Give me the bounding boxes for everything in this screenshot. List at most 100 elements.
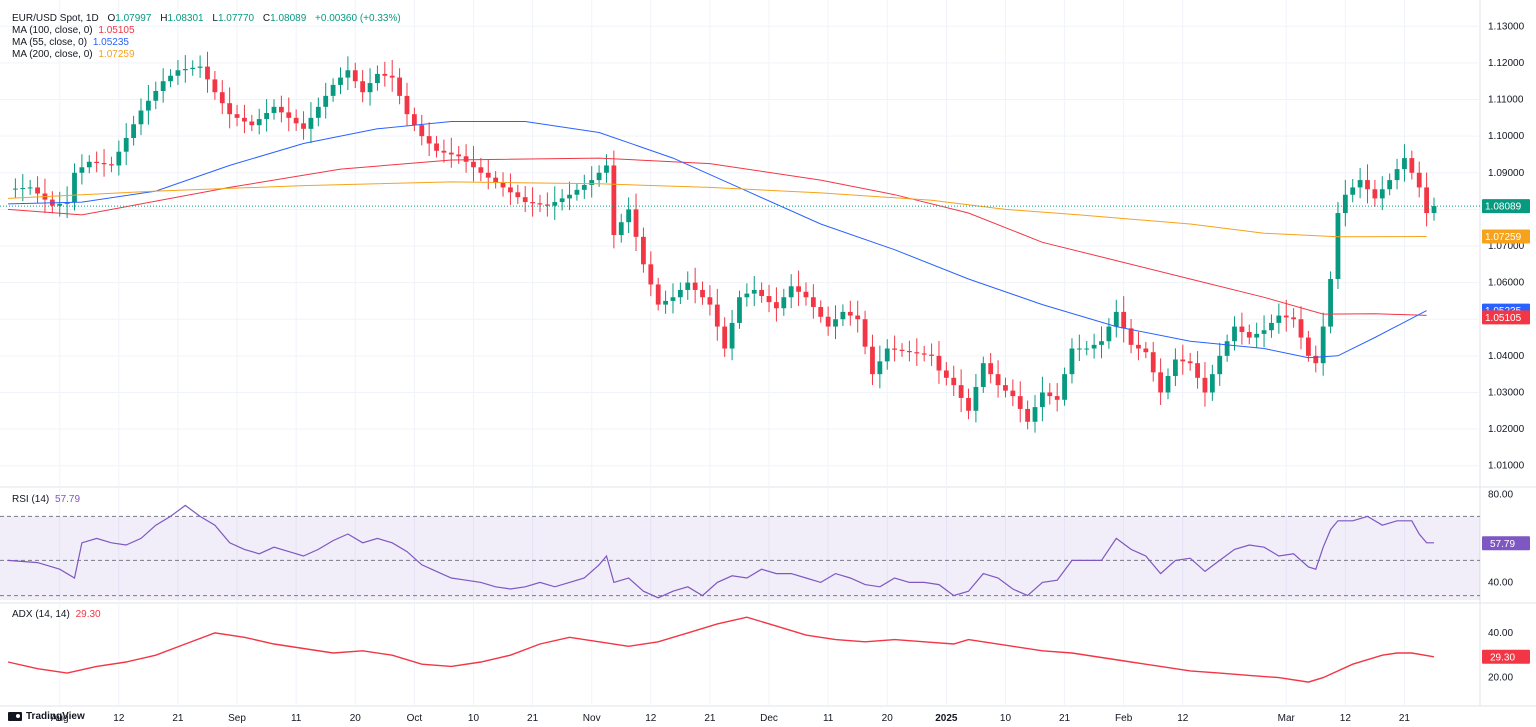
rsi-legend[interactable]: RSI (14) 57.79 [12,494,81,505]
candle-body [293,117,299,124]
ma100-legend[interactable]: MA (100, close, 0) 1.05105 [12,25,135,36]
rsi-pane[interactable] [0,504,1480,600]
candle-body [574,189,580,195]
candle-body [57,203,63,206]
candle-body [35,187,40,194]
candle-body [648,264,654,285]
candle-body [330,84,336,96]
candle-body [1003,385,1008,391]
time-tick-label: 12 [645,713,657,724]
candle-body [1320,326,1326,364]
candle-body [626,209,632,223]
candle-body [1239,326,1245,333]
candle-body [1431,206,1437,214]
candle-body [1062,374,1067,400]
candle-body [485,172,491,178]
ohlc-close: C1.08089 [262,13,307,24]
ma200-tag [1482,229,1530,244]
candle-body [86,161,92,168]
candle-body [633,209,639,237]
candle-body [64,202,70,204]
candle-body [995,374,1001,386]
candle-body [138,110,144,125]
ma200-legend[interactable]: MA (200, close, 0) 1.07259 [12,49,135,60]
last-price-value: 1.08089 [1485,202,1522,213]
price-tick-label: 1.01000 [1488,461,1525,472]
time-tick-label: 10 [1000,713,1012,724]
candle-body [1091,344,1097,349]
candle-body [1172,359,1178,376]
candle-body [522,197,528,203]
candle-body [404,95,410,115]
adx-legend[interactable]: ADX (14, 14) 29.30 [12,609,101,620]
candle-body [271,106,277,113]
axes: 1.13000 1.12000 1.11000 1.10000 1.09000 1.080… [51,21,1530,724]
candle-body [655,284,661,305]
candle-body [94,161,100,164]
candle-body [434,143,439,151]
candle-body [892,348,898,350]
candle-body [463,156,469,162]
time-tick-label: 21 [1059,713,1071,724]
candle-body [1047,392,1053,397]
candle-body [190,67,196,70]
rsi-tick-label: 40.00 [1488,577,1513,588]
candle-body [1054,396,1060,400]
ma55-value: 1.05235 [92,37,129,48]
candle-body [907,350,912,353]
candle-body [980,363,986,387]
time-tick-label: 21 [1399,713,1411,724]
candle-body [1010,390,1016,397]
rsi-line [7,504,1434,599]
candle-body [1150,352,1156,373]
candle-body [1113,311,1119,327]
ma100-value: 1.05105 [1485,313,1522,324]
time-tick-label: 12 [1340,713,1352,724]
candle-body [604,165,609,173]
candle-body [182,69,188,71]
candle-body [803,291,809,298]
ma200-value: 1.07259 [98,49,135,60]
candle-body [774,302,779,309]
price-tick-label: 1.09000 [1488,168,1525,179]
candle-body [301,123,306,129]
price-tick-label: 1.11000 [1488,95,1524,106]
candle-body [1328,278,1333,327]
candle-body [1165,375,1171,393]
candle-body [1402,158,1407,170]
candle-body [847,311,853,316]
candle-body [818,307,824,317]
candle-body [677,289,683,298]
tradingview-logo[interactable]: TradingView [8,711,85,722]
candle-body [1394,169,1400,181]
time-tick-label: Aug [51,713,69,724]
candle-body [567,194,572,199]
price-tick-label: 1.12000 [1488,58,1525,69]
ohlc-high: H1.08301 [160,13,204,24]
candle-body [692,282,698,290]
candle-body [537,203,543,205]
candle-body [1017,396,1023,409]
candle-body [27,187,33,189]
time-tick-label: 12 [113,713,125,724]
candle-body [345,70,351,78]
candle-body [1409,158,1415,173]
time-tick-label: 2025 [935,713,958,724]
time-tick-label: 21 [172,713,184,724]
candle-body [530,202,535,204]
ma55-legend[interactable]: MA (55, close, 0) 1.05235 [12,37,129,48]
candle-body [153,90,159,101]
candle-body [160,81,166,91]
price-tick-label: 1.07000 [1488,241,1525,252]
candle-body [781,297,787,309]
candle-body [168,75,173,82]
candle-body [227,103,233,115]
adx-pane[interactable] [7,616,1435,683]
price-tick-label: 1.10000 [1488,131,1525,142]
price-pane[interactable] [0,51,1480,433]
ma100-tag [1482,310,1530,325]
ma100-value: 1.05105 [98,25,135,36]
adx-value: 29.30 [75,609,101,620]
candle-body [131,124,137,138]
